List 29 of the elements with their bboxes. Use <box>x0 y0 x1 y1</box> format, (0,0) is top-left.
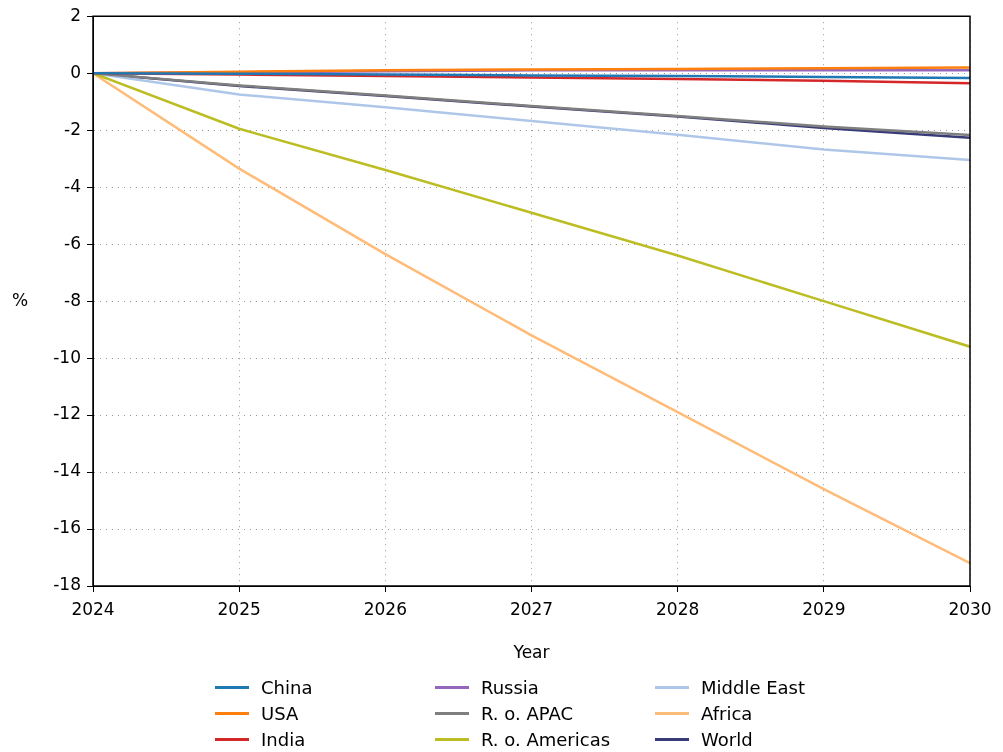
x-tick-label: 2025 <box>217 598 261 619</box>
y-tick-label: -16 <box>53 517 81 538</box>
y-tick-label: -12 <box>53 403 81 424</box>
x-tick-label: 2026 <box>363 598 407 619</box>
y-tick-label: -4 <box>64 175 81 196</box>
legend-label: Africa <box>701 702 753 724</box>
x-tick-label: 2030 <box>948 598 992 619</box>
y-tick-label: -10 <box>53 346 81 367</box>
legend-label: R. o. APAC <box>481 702 574 724</box>
x-tick-label: 2029 <box>802 598 846 619</box>
y-tick-label: -8 <box>64 289 81 310</box>
legend-label: India <box>261 728 306 750</box>
y-tick-label: 2 <box>70 4 81 25</box>
y-axis-title: % <box>11 289 29 310</box>
y-tick-label: 0 <box>70 61 81 82</box>
y-tick-label: -6 <box>64 232 81 253</box>
x-tick-label: 2028 <box>656 598 700 619</box>
legend-label: R. o. Americas <box>481 728 611 750</box>
y-tick-label: -18 <box>53 574 81 595</box>
x-axis-title: Year <box>512 642 550 663</box>
x-tick-label: 2027 <box>509 598 554 619</box>
legend-label: World <box>701 728 753 750</box>
legend-label: Middle East <box>701 676 806 698</box>
y-tick-label: -2 <box>64 118 81 139</box>
legend-label: China <box>261 676 313 698</box>
legend-label: Russia <box>481 676 539 698</box>
y-tick-label: -14 <box>53 460 81 481</box>
legend-label: USA <box>261 702 299 724</box>
x-tick-label: 2024 <box>71 598 115 619</box>
